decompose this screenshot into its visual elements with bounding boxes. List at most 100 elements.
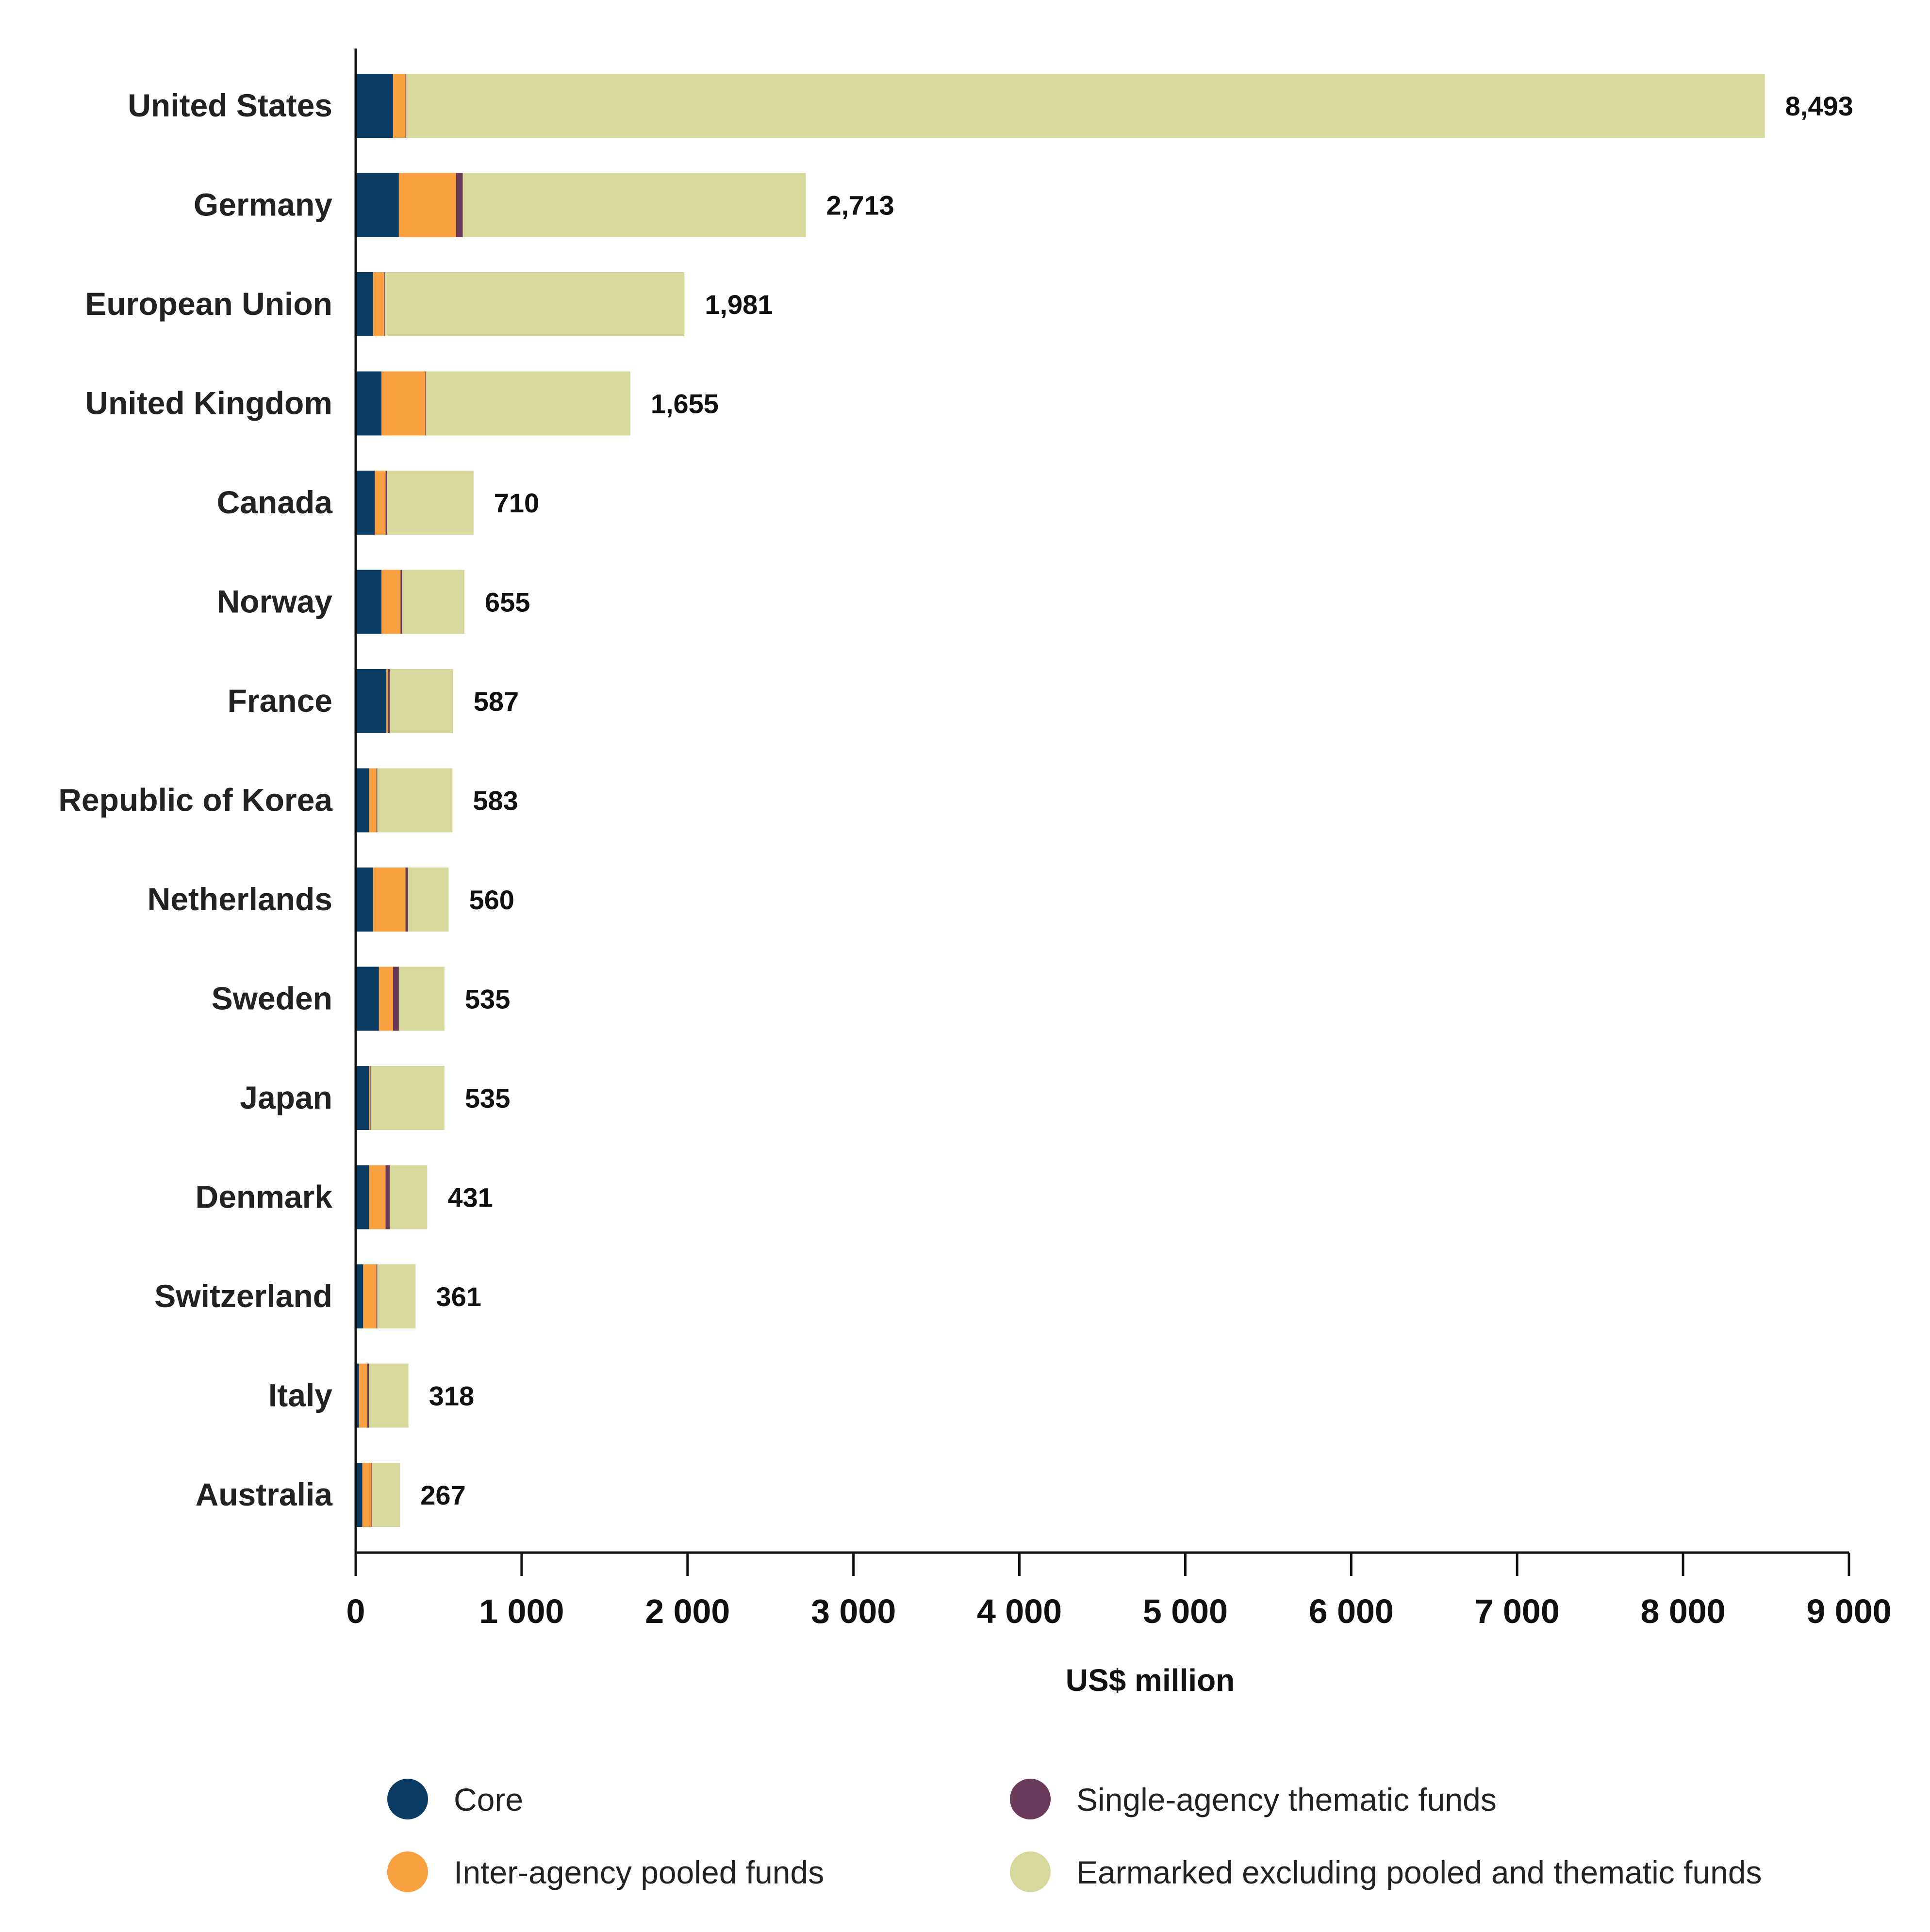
legend-swatch-core <box>387 1779 428 1819</box>
bar-united-kingdom-earmarked-excluding-pooled-and-thematic-funds <box>426 371 630 436</box>
bar-netherlands-core <box>356 868 373 932</box>
bar-european-union-single-agency-thematic-funds <box>384 272 385 336</box>
bar-group-japan <box>356 1066 445 1130</box>
bar-canada-earmarked-excluding-pooled-and-thematic-funds <box>387 471 474 535</box>
category-label-japan: Japan <box>240 1080 332 1115</box>
x-tick-label-8000: 8 000 <box>1641 1592 1726 1630</box>
legend-item-inter-agency-pooled-funds: Inter-agency pooled funds <box>387 1851 824 1892</box>
bar-italy-earmarked-excluding-pooled-and-thematic-funds <box>369 1363 409 1428</box>
bar-united-kingdom-single-agency-thematic-funds <box>425 371 427 436</box>
bar-group-united-kingdom <box>356 371 630 436</box>
category-label-italy: Italy <box>268 1377 332 1413</box>
x-tick-label-2000: 2 000 <box>645 1592 730 1630</box>
x-tick-label-6000: 6 000 <box>1309 1592 1394 1630</box>
bar-republic-of-korea-inter-agency-pooled-funds <box>369 768 377 833</box>
total-label-united-states: 8,493 <box>1785 91 1853 121</box>
bar-republic-of-korea-single-agency-thematic-funds <box>376 768 378 833</box>
bar-france-earmarked-excluding-pooled-and-thematic-funds <box>390 669 453 733</box>
bar-australia-inter-agency-pooled-funds <box>362 1463 372 1527</box>
legend-item-core: Core <box>387 1779 523 1819</box>
bar-denmark-earmarked-excluding-pooled-and-thematic-funds <box>390 1165 428 1229</box>
bar-japan-earmarked-excluding-pooled-and-thematic-funds <box>370 1066 445 1130</box>
bar-japan-single-agency-thematic-funds <box>370 1066 371 1130</box>
legend-label-core: Core <box>454 1782 523 1817</box>
x-axis-title: US$ million <box>1066 1663 1235 1698</box>
bar-canada-core <box>356 471 375 535</box>
bar-sweden-core <box>356 966 379 1031</box>
bar-australia-core <box>356 1463 363 1527</box>
category-label-france: France <box>228 683 332 719</box>
bar-group-italy <box>356 1363 409 1428</box>
bar-denmark-inter-agency-pooled-funds <box>369 1165 386 1229</box>
legend-label-earmarked-excluding-pooled-and-thematic-funds: Earmarked excluding pooled and thematic … <box>1076 1854 1762 1890</box>
bar-canada-inter-agency-pooled-funds <box>375 471 386 535</box>
bar-netherlands-earmarked-excluding-pooled-and-thematic-funds <box>408 868 449 932</box>
legend-label-inter-agency-pooled-funds: Inter-agency pooled funds <box>454 1854 824 1890</box>
x-tick-label-1000: 1 000 <box>479 1592 564 1630</box>
bar-group-netherlands <box>356 868 449 932</box>
bar-united-states-single-agency-thematic-funds <box>405 74 407 138</box>
bar-united-kingdom-core <box>356 371 381 436</box>
legend-swatch-inter-agency-pooled-funds <box>387 1851 428 1892</box>
legend-swatch-earmarked-excluding-pooled-and-thematic-funds <box>1010 1851 1051 1892</box>
total-label-norway: 655 <box>485 587 530 618</box>
bar-france-core <box>356 669 387 733</box>
bar-united-states-earmarked-excluding-pooled-and-thematic-funds <box>406 74 1765 138</box>
total-label-france: 587 <box>474 686 519 717</box>
bar-italy-single-agency-thematic-funds <box>367 1363 369 1428</box>
bar-netherlands-inter-agency-pooled-funds <box>373 868 406 932</box>
bar-italy-core <box>356 1363 359 1428</box>
bar-norway-earmarked-excluding-pooled-and-thematic-funds <box>402 570 464 634</box>
x-tick-label-9000: 9 000 <box>1806 1592 1891 1630</box>
bar-switzerland-core <box>356 1264 363 1328</box>
bar-group-sweden <box>356 966 445 1031</box>
bar-group-france <box>356 669 453 733</box>
legend-item-single-agency-thematic-funds: Single-agency thematic funds <box>1010 1779 1497 1819</box>
bar-italy-inter-agency-pooled-funds <box>359 1363 367 1428</box>
category-label-germany: Germany <box>194 187 332 223</box>
category-label-united-states: United States <box>128 87 332 123</box>
bar-group-european-union <box>356 272 685 336</box>
bar-canada-single-agency-thematic-funds <box>385 471 387 535</box>
bars-layer <box>356 74 1765 1527</box>
category-label-european-union: European Union <box>85 286 332 322</box>
bar-denmark-core <box>356 1165 369 1229</box>
bar-republic-of-korea-core <box>356 768 369 833</box>
bar-sweden-single-agency-thematic-funds <box>393 966 399 1031</box>
total-label-european-union: 1,981 <box>705 289 773 320</box>
total-labels-layer: 8,493 2,713 1,981 1,655 710 655 587 583 560 535 53… <box>420 91 1853 1510</box>
x-tick-label-5000: 5 000 <box>1143 1592 1228 1630</box>
category-label-united-kingdom: United Kingdom <box>85 385 332 421</box>
category-label-sweden: Sweden <box>212 981 332 1016</box>
legend-item-earmarked-excluding-pooled-and-thematic-funds: Earmarked excluding pooled and thematic … <box>1010 1851 1762 1892</box>
category-label-netherlands: Netherlands <box>148 881 332 917</box>
category-label-australia: Australia <box>196 1476 333 1512</box>
total-label-netherlands: 560 <box>469 884 514 915</box>
bar-switzerland-inter-agency-pooled-funds <box>363 1264 377 1328</box>
bar-group-united-states <box>356 74 1765 138</box>
bar-germany-inter-agency-pooled-funds <box>398 173 456 237</box>
bar-european-union-core <box>356 272 373 336</box>
bar-japan-core <box>356 1066 369 1130</box>
total-label-canada: 710 <box>494 488 539 518</box>
category-label-denmark: Denmark <box>196 1179 333 1215</box>
bar-switzerland-single-agency-thematic-funds <box>376 1264 378 1328</box>
bar-australia-earmarked-excluding-pooled-and-thematic-funds <box>372 1463 400 1527</box>
bar-sweden-inter-agency-pooled-funds <box>379 966 393 1031</box>
x-tick-label-3000: 3 000 <box>811 1592 896 1630</box>
category-labels-layer: United States Germany European Union United… <box>58 87 333 1512</box>
x-tick-label-7000: 7 000 <box>1475 1592 1560 1630</box>
bar-norway-single-agency-thematic-funds <box>400 570 402 634</box>
bar-denmark-single-agency-thematic-funds <box>385 1165 390 1229</box>
bar-germany-core <box>356 173 399 237</box>
category-label-republic-of-korea: Republic of Korea <box>58 782 333 818</box>
legend-swatch-single-agency-thematic-funds <box>1010 1779 1051 1819</box>
total-label-italy: 318 <box>429 1381 474 1411</box>
total-label-denmark: 431 <box>447 1182 493 1213</box>
bar-group-republic-of-korea <box>356 768 453 833</box>
bar-group-denmark <box>356 1165 428 1229</box>
bar-norway-core <box>356 570 381 634</box>
bar-group-canada <box>356 471 474 535</box>
